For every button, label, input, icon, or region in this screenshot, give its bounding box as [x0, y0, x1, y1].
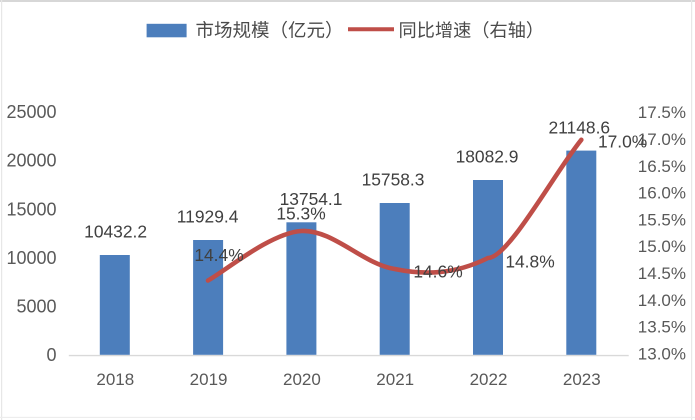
svg-text:14.4%: 14.4%	[194, 245, 243, 265]
svg-text:17.0%: 17.0%	[598, 132, 647, 152]
svg-text:20000: 20000	[6, 151, 56, 171]
svg-text:15.3%: 15.3%	[276, 204, 325, 224]
svg-text:15000: 15000	[6, 199, 56, 219]
svg-text:10432.2: 10432.2	[84, 221, 147, 241]
svg-text:17.5%: 17.5%	[638, 103, 686, 122]
svg-text:2019: 2019	[190, 370, 228, 389]
svg-text:21148.6: 21148.6	[549, 118, 611, 138]
svg-text:0: 0	[46, 345, 56, 365]
svg-text:15.5%: 15.5%	[638, 210, 686, 229]
svg-text:10000: 10000	[6, 248, 56, 268]
svg-text:2020: 2020	[283, 370, 321, 389]
svg-text:5000: 5000	[16, 297, 56, 317]
svg-text:14.6%: 14.6%	[413, 262, 462, 282]
svg-text:15758.3: 15758.3	[362, 170, 425, 190]
svg-text:16.0%: 16.0%	[638, 184, 686, 203]
svg-text:25000: 25000	[6, 102, 56, 122]
svg-text:2018: 2018	[96, 370, 134, 389]
svg-text:13.5%: 13.5%	[638, 318, 686, 337]
svg-text:18082.9: 18082.9	[456, 147, 519, 167]
svg-text:13.0%: 13.0%	[638, 344, 686, 363]
svg-text:13754.1: 13754.1	[280, 189, 343, 209]
svg-text:11929.4: 11929.4	[177, 206, 239, 226]
svg-text:14.8%: 14.8%	[505, 252, 554, 272]
svg-text:17.0%: 17.0%	[638, 130, 686, 149]
svg-text:14.0%: 14.0%	[638, 291, 686, 310]
svg-text:15.0%: 15.0%	[638, 237, 686, 256]
svg-text:2022: 2022	[470, 370, 508, 389]
svg-text:2023: 2023	[563, 370, 601, 389]
svg-text:16.5%: 16.5%	[638, 157, 686, 176]
svg-text:2021: 2021	[376, 370, 414, 389]
svg-text:14.5%: 14.5%	[638, 264, 686, 283]
